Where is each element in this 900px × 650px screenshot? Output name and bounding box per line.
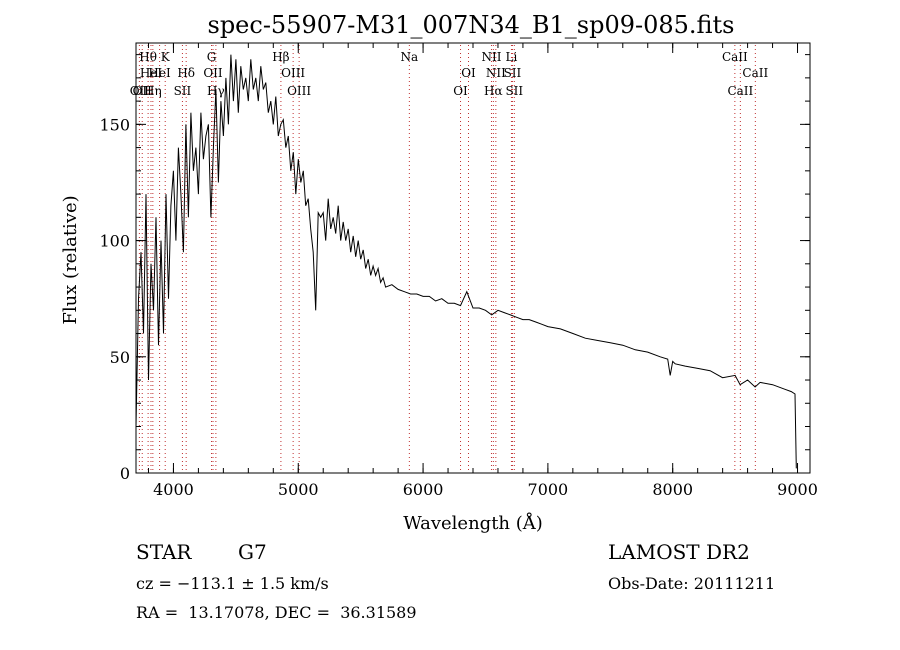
x-tick-label: 9000: [777, 480, 818, 499]
marker-label: Li: [506, 50, 518, 64]
velocity-readout: cz = −113.1 ± 1.5 km/s: [136, 574, 329, 593]
marker-label: OI: [461, 66, 476, 80]
object-class: STAR: [136, 540, 192, 564]
marker-label: NII: [481, 50, 501, 64]
emission-line-markers: [138, 45, 756, 473]
y-tick-labels: 0 50 100 150: [99, 115, 130, 483]
marker-label: Hθ: [139, 50, 157, 64]
marker-label: Na: [401, 50, 419, 64]
x-tick-label: 5000: [278, 480, 319, 499]
y-tick-label: 0: [120, 464, 130, 483]
x-tick-label: 6000: [403, 480, 444, 499]
marker-label: CaII: [742, 66, 768, 80]
y-axis-title: Flux (relative): [60, 195, 81, 324]
marker-label: K: [161, 50, 171, 64]
marker-label: Hδ: [177, 66, 195, 80]
marker-label: OI: [453, 84, 468, 98]
marker-label: CaII: [722, 50, 748, 64]
marker-label: Hη: [144, 84, 162, 98]
marker-label: HeI: [140, 66, 163, 80]
x-tick-label: 8000: [652, 480, 693, 499]
marker-label: SII: [504, 66, 522, 80]
survey-name: LAMOST DR2: [608, 540, 750, 564]
marker-label: SII: [505, 84, 523, 98]
coordinates: RA = 13.17078, DEC = 36.31589: [136, 603, 417, 622]
marker-label: OIII: [281, 66, 305, 80]
x-tick-label: 4000: [153, 480, 194, 499]
spectrum-line: [135, 54, 797, 469]
marker-label: OII: [133, 84, 153, 98]
y-tick-label: 100: [99, 232, 130, 251]
marker-label: OIII: [287, 84, 311, 98]
x-axis-title: Wavelength (Å): [403, 512, 543, 534]
x-tick-labels: 4000 5000 6000 7000 8000 9000: [153, 480, 818, 499]
marker-label: SII: [174, 84, 192, 98]
marker-label: NII: [486, 66, 506, 80]
subclass: G7: [238, 540, 267, 564]
marker-label: Hβ: [272, 50, 289, 64]
y-tick-label: 50: [110, 348, 130, 367]
marker-label: G: [207, 50, 217, 64]
marker-label: CaII: [727, 84, 753, 98]
y-tick-label: 150: [99, 115, 130, 134]
plot-frame: [135, 42, 811, 474]
marker-label: OII: [203, 66, 223, 80]
axis-ticks: [136, 43, 810, 474]
observation-date: Obs-Date: 20111211: [608, 574, 776, 593]
marker-label: OII: [130, 84, 150, 98]
chart-title: spec-55907-M31_007N34_B1_sp09-085.fits: [208, 11, 735, 39]
marker-label: HeI: [148, 66, 171, 80]
emission-line-labels: OIIOIIHθHeIHηHeIKHδSIIGOIIHγHβOIIIOIIINa…: [130, 50, 769, 98]
marker-label: Hα: [484, 84, 503, 98]
x-tick-label: 7000: [528, 480, 569, 499]
